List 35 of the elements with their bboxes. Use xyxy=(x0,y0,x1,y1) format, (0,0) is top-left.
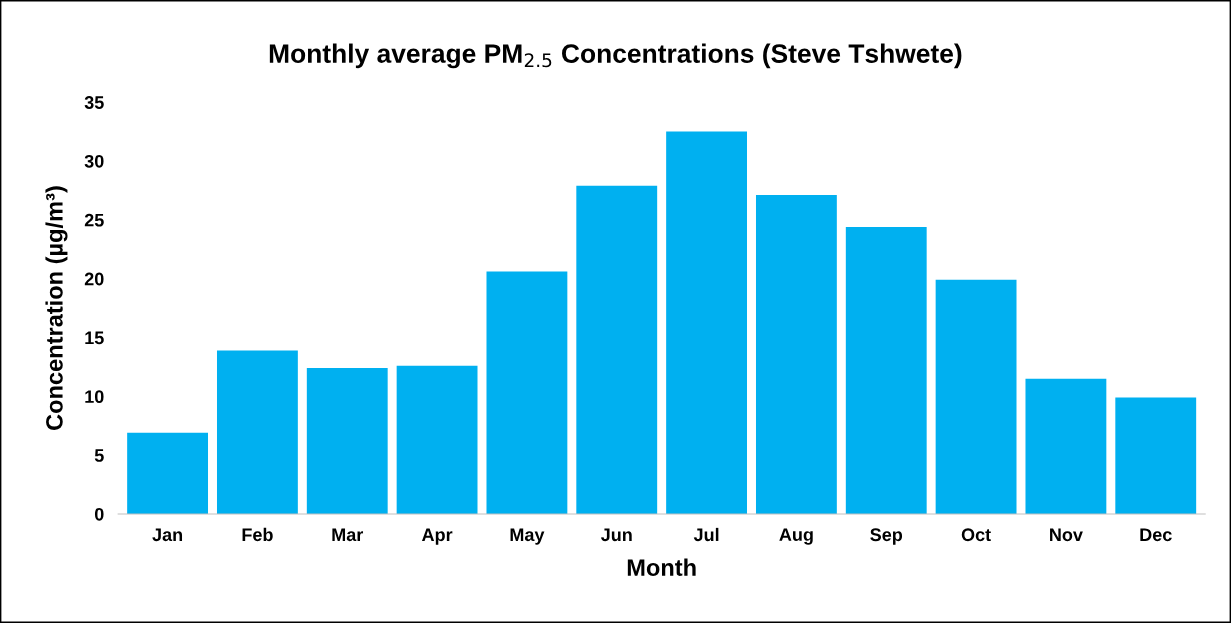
x-tick-label: Dec xyxy=(1140,528,1172,542)
y-tick-label: 30 xyxy=(84,154,104,168)
y-tick-label: 15 xyxy=(85,331,104,345)
x-tick-label: May xyxy=(510,528,545,545)
x-axis-title: Month xyxy=(627,558,696,576)
x-tick-label: Jun xyxy=(600,528,632,542)
y-tick-label: 35 xyxy=(84,96,104,109)
x-tick-label: Jul xyxy=(693,527,719,542)
y-tick-label: 10 xyxy=(85,390,104,404)
bar xyxy=(396,365,478,514)
chart-title: Monthly average PM$_{2.5}$ Concentrations (Steve Tshwete) xyxy=(269,43,962,69)
bar xyxy=(845,226,927,514)
x-tick-label: Oct xyxy=(961,528,991,542)
x-tick-label: Nov xyxy=(1050,528,1083,542)
bar xyxy=(127,432,209,514)
y-axis-title: Concentration (µg/m³) xyxy=(45,186,68,430)
x-tick-label: Apr xyxy=(421,528,453,545)
y-tick-label: 0 xyxy=(94,507,104,521)
x-tick-label: Feb xyxy=(242,527,273,542)
y-tick-label: 20 xyxy=(84,272,104,286)
x-tick-label: Aug xyxy=(779,528,813,545)
x-tick-label: Sep xyxy=(870,528,903,545)
bar xyxy=(1115,397,1197,514)
bar xyxy=(1025,378,1107,514)
y-tick-label: 25 xyxy=(84,213,104,227)
bar xyxy=(935,279,1017,514)
bar xyxy=(306,368,388,514)
bar xyxy=(576,185,658,514)
bar xyxy=(486,271,568,514)
bar xyxy=(666,131,747,514)
bar xyxy=(755,195,837,514)
bar xyxy=(216,350,298,514)
y-tick-label: 5 xyxy=(94,449,104,462)
x-tick-label: Mar xyxy=(332,528,364,542)
x-tick-label: Jan xyxy=(152,528,183,542)
